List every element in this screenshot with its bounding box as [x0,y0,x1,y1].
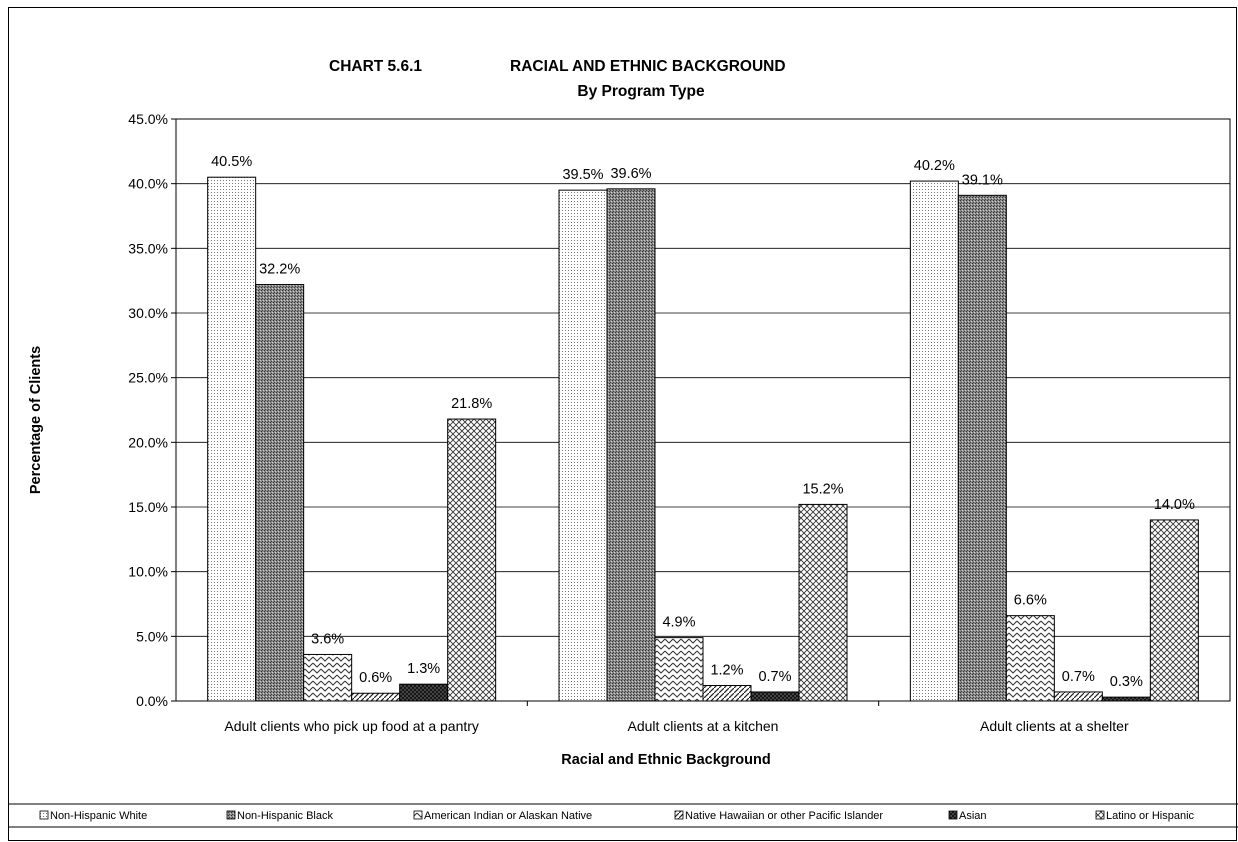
data-label: 39.6% [610,166,651,182]
legend-swatch [226,810,236,820]
plot-area [175,118,1231,702]
legend-swatch [1095,810,1105,820]
bars [207,176,1199,702]
y-tick-label: 20.0% [128,434,168,450]
data-label: 21.8% [451,396,492,412]
bar-non-hispanic-black [606,188,656,702]
data-label: 3.6% [311,631,344,647]
data-label: 4.9% [662,615,695,631]
legend-swatch [948,810,958,820]
x-category-label: Adult clients at a kitchen [628,718,779,734]
bar-non-hispanic-black [957,194,1007,702]
data-label: 39.5% [562,167,603,183]
y-tick-label: 35.0% [128,240,168,256]
legend-label: Native Hawaiian or other Pacific Islande… [685,810,883,822]
y-tick-label: 10.0% [128,564,168,580]
y-tick-label: 15.0% [128,499,168,515]
bar-native-hawaiian-or-other-pacific-islander [1053,691,1103,702]
legend-swatch [674,810,684,820]
data-labels: 40.5% 32.2% 3.6% 0.6% 1.3% 21.8% 39.5% 39.6% 4.9… [211,154,1195,690]
gridlines [176,118,1230,637]
y-tick-label: 45.0% [128,111,168,127]
bar-latino-or-hispanic [1149,519,1199,702]
data-label: 6.6% [1014,593,1047,609]
y-axis-title: Percentage of Clients [28,346,44,494]
data-label: 32.2% [259,262,300,278]
legend-label: American Indian or Alaskan Native [424,810,592,822]
data-label: 0.7% [1062,669,1095,685]
data-label: 1.3% [407,661,440,677]
bar-asian [1101,696,1151,702]
chart-title: RACIAL AND ETHNIC BACKGROUND [510,58,786,75]
chart-subtitle: By Program Type [577,83,705,100]
legend-label: Asian [959,810,987,822]
legend-label: Non-Hispanic Black [237,810,333,822]
bar-american-indian-or-alaskan-native [654,637,704,702]
legend-label: Non-Hispanic White [50,810,147,822]
bar-native-hawaiian-or-other-pacific-islander [702,684,752,702]
y-tick-label: 25.0% [128,370,168,386]
legend-label: Latino or Hispanic [1106,810,1195,822]
bar-non-hispanic-white [207,176,257,702]
chart-frame: CHART 5.6.1 RACIAL AND ETHNIC BACKGROUND… [8,7,1238,841]
x-category-label: Adult clients who pick up food at a pant… [224,718,478,734]
bar-asian [750,691,800,702]
bar-non-hispanic-white [558,189,608,702]
x-axis-title: Racial and Ethnic Background [561,752,771,768]
data-label: 14.0% [1154,497,1195,513]
bar-native-hawaiian-or-other-pacific-islander [351,692,401,702]
bar-american-indian-or-alaskan-native [1005,615,1055,702]
x-axis-categories: Adult clients who pick up food at a pant… [224,701,1129,734]
data-label: 39.1% [962,172,1003,188]
bar-american-indian-or-alaskan-native [303,653,353,702]
chart-svg: CHART 5.6.1 RACIAL AND ETHNIC BACKGROUND… [9,58,1238,828]
x-category-label: Adult clients at a shelter [980,718,1129,734]
bar-latino-or-hispanic [798,503,848,702]
y-tick-label: 30.0% [128,305,168,321]
data-label: 1.2% [710,662,743,678]
bar-non-hispanic-white [909,180,959,702]
chart-title-prefix: CHART 5.6.1 [329,58,422,75]
legend-swatch [413,810,423,820]
legend: Non-Hispanic White Non-Hispanic Black Amer… [39,810,1195,822]
data-label: 40.5% [211,154,252,170]
data-label: 15.2% [802,481,843,497]
y-tick-label: 40.0% [128,176,168,192]
data-label: 0.3% [1110,674,1143,690]
y-tick-label: 0.0% [136,693,168,709]
data-label: 40.2% [914,158,955,174]
y-tick-label: 5.0% [136,628,168,644]
bar-latino-or-hispanic [447,418,497,702]
legend-swatch [39,810,49,820]
bar-non-hispanic-black [255,284,305,702]
y-axis-ticks: 0.0% 5.0% 10.0% 15.0% 20.0% 25.0% 30.0% 35.0% 40… [128,111,176,709]
bar-asian [399,683,449,702]
data-label: 0.6% [359,670,392,686]
data-label: 0.7% [758,669,791,685]
